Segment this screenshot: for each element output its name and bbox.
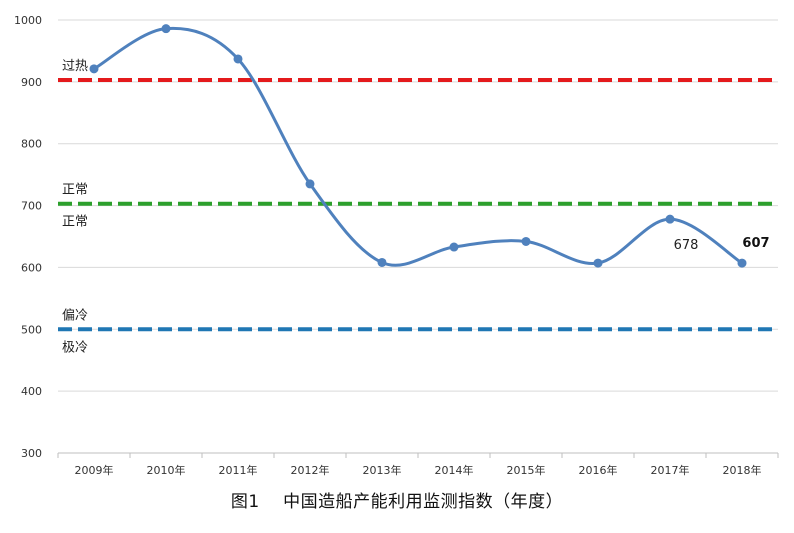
data-point [89,64,99,74]
zone-label: 偏冷 [62,308,88,323]
axes: 300 400 500 600 700 800 900 1000 2009年 2010年 2011年… [14,14,779,477]
data-point [233,54,243,64]
data-point [449,242,459,252]
data-point [377,257,387,267]
figure-caption: 图1 中国造船产能利用监测指数（年度） [230,492,564,512]
zone-label: 正常 [62,183,88,198]
data-point [521,236,531,246]
zone-label: 极冷 [62,340,88,355]
data-label: 607 [742,236,769,251]
y-tick-label: 1000 [14,14,42,27]
y-tick-label: 500 [21,323,42,336]
x-tick-label: 2016年 [579,463,618,477]
data-point [305,179,315,189]
y-tick-label: 900 [21,76,42,89]
y-tick-label: 300 [21,447,42,460]
data-point [593,258,603,268]
y-tick-label: 800 [21,138,42,151]
x-tick-label: 2011年 [219,463,258,477]
x-tick-label: 2014年 [435,463,474,477]
zone-label: 过热 [62,59,88,74]
x-tick-label: 2013年 [363,463,402,477]
x-tick-label: 2018年 [723,463,762,477]
y-tick-label: 600 [21,261,42,274]
series-layer [89,24,747,268]
x-tick-label: 2015年 [507,463,546,477]
x-tick-label: 2010年 [147,463,186,477]
zone-label: 正常 [62,215,88,230]
data-point [737,258,747,268]
x-tick-label: 2017年 [651,463,690,477]
data-point [161,24,171,34]
y-tick-label: 700 [21,200,42,213]
y-tick-label: 400 [21,385,42,398]
data-point [665,214,675,224]
reference-lines [58,78,778,332]
x-tick-label: 2009年 [75,463,114,477]
series-line [93,26,743,267]
x-tick-label: 2012年 [291,463,330,477]
data-label: 678 [674,238,699,253]
